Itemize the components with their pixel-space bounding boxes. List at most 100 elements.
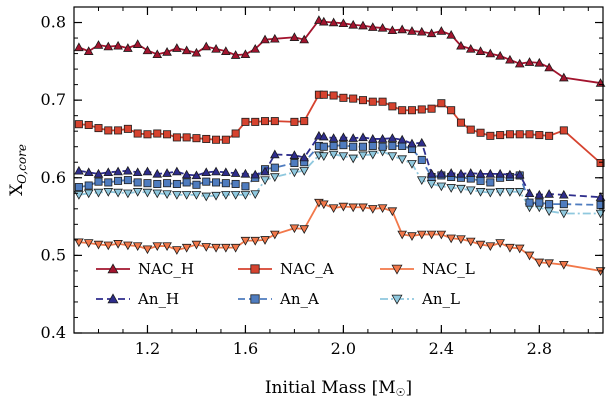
data-point (328, 204, 339, 213)
data-point (407, 106, 416, 115)
data-point (456, 40, 466, 50)
data-point (436, 182, 447, 192)
data-point (290, 159, 299, 168)
y-tick-label: 0.7 (41, 90, 66, 109)
data-point (270, 33, 280, 43)
data-point (181, 191, 192, 200)
data-point (221, 135, 230, 144)
data-point (495, 239, 505, 248)
data-point (505, 169, 515, 179)
data-point (446, 29, 456, 39)
data-point (436, 168, 447, 178)
data-point (318, 200, 329, 210)
data-point (290, 117, 299, 126)
data-point (142, 245, 153, 255)
data-point (250, 169, 261, 179)
data-point (250, 190, 261, 200)
data-point (505, 130, 514, 139)
data-point (191, 170, 202, 180)
data-point (525, 198, 534, 207)
data-point (142, 45, 153, 55)
data-point (153, 129, 162, 138)
data-point (241, 117, 250, 126)
data-point (558, 72, 569, 82)
data-point (358, 142, 367, 151)
data-point (397, 134, 407, 144)
data-point (191, 240, 202, 250)
data-point (289, 150, 300, 159)
data-point (456, 168, 466, 178)
data-point (211, 191, 221, 201)
data-point (163, 179, 172, 188)
data-point (535, 198, 544, 207)
data-point (475, 240, 486, 250)
legend-marker (250, 264, 260, 274)
data-point (83, 239, 94, 248)
data-point (240, 168, 251, 178)
legend: NAC_H NAC_A NAC_L An_H An_A An_L (96, 260, 475, 308)
data-point (387, 152, 398, 161)
data-point (299, 34, 310, 44)
data-point (495, 188, 505, 197)
data-point (559, 126, 568, 135)
data-point (544, 189, 554, 198)
data-point (558, 189, 569, 199)
data-point (123, 43, 133, 52)
data-point (260, 236, 270, 245)
data-point (211, 43, 221, 53)
data-point (456, 235, 466, 245)
data-point (407, 232, 417, 241)
data-point (123, 176, 132, 185)
data-point (525, 130, 534, 139)
data-point (456, 118, 465, 127)
legend-marker (250, 294, 260, 304)
data-point (534, 57, 545, 67)
data-point (328, 17, 339, 27)
data-point (172, 166, 182, 176)
data-point (436, 230, 447, 240)
data-point (338, 152, 349, 161)
series-nac-a (74, 90, 605, 168)
data-point (74, 42, 84, 52)
data-point (426, 168, 437, 178)
data-point (388, 102, 397, 111)
data-point (162, 190, 172, 200)
data-point (407, 160, 417, 169)
data-point (74, 238, 84, 248)
data-point (407, 138, 417, 148)
data-point (417, 155, 426, 164)
data-point (465, 237, 476, 247)
series-an-h (74, 130, 606, 201)
data-point (123, 124, 132, 133)
data-point (153, 179, 162, 188)
data-point (201, 192, 212, 202)
data-point (212, 178, 221, 187)
data-point (231, 129, 240, 138)
data-point (83, 189, 94, 199)
data-point (132, 167, 143, 177)
data-point (407, 26, 417, 35)
legend-item-an-a: An_A (238, 290, 319, 308)
data-point (485, 168, 496, 178)
data-point (514, 188, 525, 197)
data-point (103, 41, 114, 51)
data-point (319, 142, 328, 151)
data-point (230, 168, 241, 177)
data-point (83, 46, 94, 55)
data-point (230, 50, 241, 59)
data-point (211, 166, 221, 176)
data-point (558, 209, 569, 219)
data-point (426, 28, 437, 38)
data-point (447, 106, 456, 115)
data-point (436, 26, 447, 35)
data-point (368, 141, 377, 150)
data-point (230, 191, 241, 200)
data-point (397, 230, 407, 240)
data-point (93, 40, 104, 49)
data-point (133, 178, 142, 187)
data-point (544, 259, 554, 269)
data-point (181, 243, 192, 253)
data-point (221, 167, 231, 177)
data-point (596, 159, 605, 168)
data-point (545, 131, 554, 140)
